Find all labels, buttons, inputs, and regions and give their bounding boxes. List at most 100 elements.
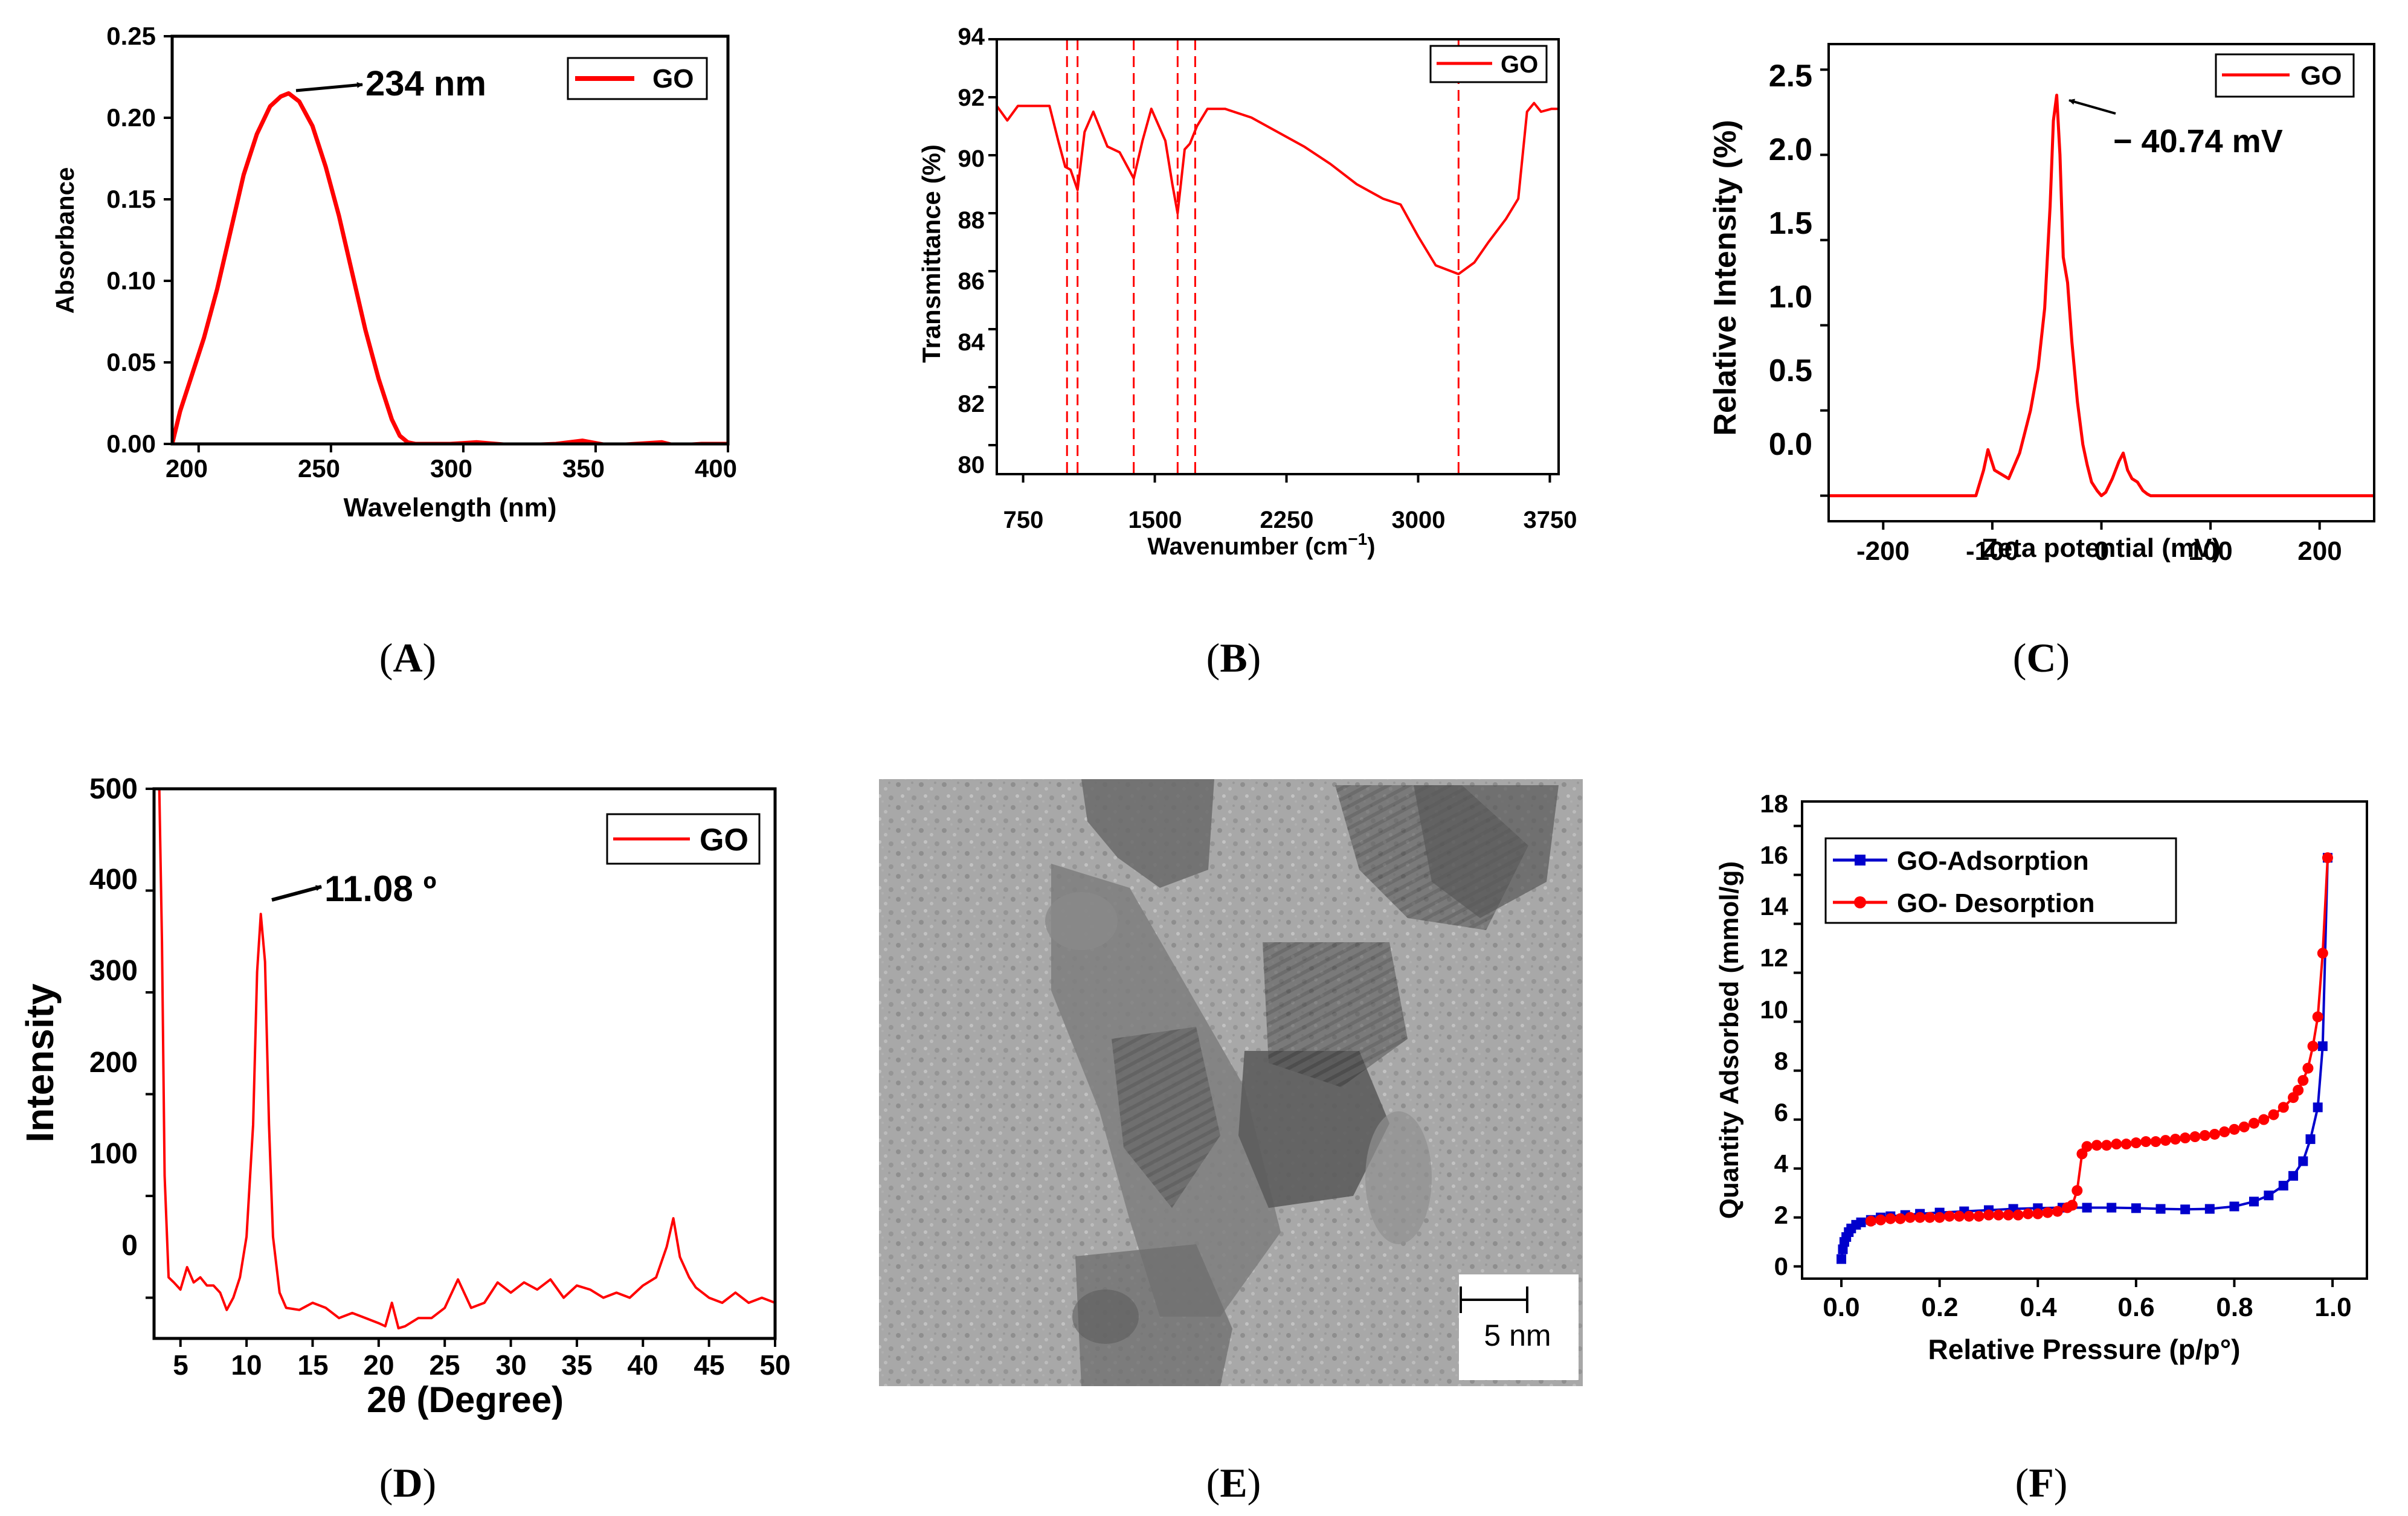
annotation-arrow-c <box>2068 98 2116 115</box>
y-tick-label: 6 <box>1774 1098 1788 1126</box>
data-point <box>2322 852 2333 864</box>
y-ticks-a: 0.00 0.05 0.10 0.15 0.20 0.25 <box>106 22 156 458</box>
caption-paren: ( <box>379 1460 393 1506</box>
caption-letter: A <box>393 635 422 681</box>
data-point <box>2249 1117 2259 1129</box>
y-tick-label: 88 <box>958 207 985 234</box>
data-point <box>1895 1213 1906 1224</box>
x-ticks-a: 200 250 300 350 400 <box>166 454 737 483</box>
y-tick-label: 200 <box>89 1047 138 1079</box>
x-tick-label: 45 <box>694 1349 724 1381</box>
caption-paren: ( <box>1206 635 1220 681</box>
tem-particle <box>1045 892 1118 950</box>
legend-label: GO <box>652 64 694 94</box>
data-point <box>2302 1062 2314 1074</box>
y-tick-label: 0 <box>1774 1252 1788 1280</box>
data-point <box>1993 1209 2004 1221</box>
x-tick-label: 400 <box>695 454 737 483</box>
data-point <box>2107 1203 2117 1213</box>
data-point <box>2249 1196 2259 1207</box>
data-point <box>2298 1156 2308 1166</box>
legend-box <box>1824 837 2177 924</box>
caption-c: (C) <box>2013 635 2070 681</box>
data-point <box>1837 1254 1847 1264</box>
x-tick-label: 50 <box>759 1349 790 1381</box>
caption-letter: B <box>1220 635 1247 681</box>
legend-label: GO <box>2300 61 2342 91</box>
y-tick-label: 14 <box>1760 892 1788 920</box>
data-point <box>2120 1139 2132 1150</box>
plot-area <box>1829 94 2374 498</box>
y-tick-label: 2.0 <box>1769 132 1812 167</box>
y-tick-label: 86 <box>958 268 985 295</box>
y-ticks-f: 0 2 4 6 8 10 12 14 16 18 <box>1760 789 1788 1280</box>
legend-a: GO <box>567 57 708 100</box>
x-ticks-d: 5 10 15 20 25 30 35 40 45 50 <box>173 1349 790 1381</box>
annotation-arrow-a <box>295 82 363 92</box>
data-point <box>2150 1136 2162 1148</box>
plot-area <box>172 91 728 444</box>
tem-particle <box>1081 779 1214 888</box>
x-axis-label-text: Wavenumber (cm <box>1147 533 1348 560</box>
tem-particle <box>1365 1111 1432 1244</box>
data-point <box>2082 1203 2092 1213</box>
data-point <box>1934 1212 1945 1223</box>
y-tick-label: 92 <box>958 85 985 111</box>
data-point <box>1838 1244 1848 1254</box>
y-tick-label: 18 <box>1760 789 1788 818</box>
caption-paren: ) <box>2054 1460 2068 1506</box>
legend-d: GO <box>606 813 761 865</box>
caption-letter: D <box>393 1460 422 1506</box>
x-tick-label: 200 <box>166 454 208 483</box>
data-point <box>1983 1209 1994 1221</box>
y-tick-label: 0.20 <box>106 103 156 132</box>
data-point <box>1924 1212 1936 1223</box>
y-tick-label: 500 <box>89 773 138 805</box>
tem-particle <box>1112 1027 1220 1208</box>
y-tick-label: 10 <box>1760 995 1788 1024</box>
axes-frame-a <box>170 34 730 446</box>
x-tick-label: 10 <box>231 1349 262 1381</box>
data-point <box>2258 1114 2270 1125</box>
y-tick-label: 12 <box>1760 943 1788 972</box>
y-tick-label: 82 <box>958 391 985 417</box>
y-tick-label: 1.0 <box>1769 280 1812 315</box>
legend-label: GO <box>700 823 748 858</box>
y-axis-label-a: Absorbance <box>51 167 79 314</box>
x-ticks-b: 750 1500 2250 3000 3750 <box>1003 507 1577 533</box>
data-point <box>2160 1135 2171 1146</box>
y-tick-label: 0.05 <box>106 348 156 376</box>
data-point <box>2189 1131 2201 1143</box>
x-tick-label: -100 <box>1966 536 2019 566</box>
data-point <box>2169 1134 2181 1145</box>
x-tick-label: 0.8 <box>2216 1293 2253 1322</box>
x-tick-label: 2250 <box>1260 507 1314 533</box>
panel-f: 0 2 4 6 8 10 12 14 16 18 0.0 0.2 0.4 0.6… <box>1714 789 2368 1365</box>
y-tick-label: 0.25 <box>106 22 156 50</box>
data-point <box>2130 1137 2142 1149</box>
caption-e: (E) <box>1206 1460 1261 1506</box>
annotation-c: − 40.74 mV <box>2113 123 2283 159</box>
data-point <box>1856 1217 1866 1227</box>
data-point <box>2317 1041 2328 1052</box>
tem-particle <box>1414 785 1559 918</box>
x-tick-label: 5 <box>173 1349 188 1381</box>
data-point <box>2229 1123 2240 1135</box>
x-tick-label: 35 <box>561 1349 592 1381</box>
plot-f <box>1794 824 2334 1287</box>
x-tick-label: 0.4 <box>2020 1293 2057 1322</box>
caption-letter: E <box>1220 1460 1247 1506</box>
data-point <box>1875 1214 1887 1225</box>
x-axis-label-sup: −1 <box>1348 530 1367 548</box>
x-ticks-c: -200 -100 0 100 200 <box>1856 536 2342 566</box>
data-point <box>1954 1210 1965 1222</box>
x-axis-label-d: 2θ (Degree) <box>367 1379 564 1420</box>
y-axis-label-f: Quantity Adsorbed (mmol/g) <box>1714 861 1744 1219</box>
x-tick-label: 200 <box>2297 536 2342 566</box>
data-point <box>2209 1128 2220 1140</box>
data-point <box>2131 1203 2141 1213</box>
y-ticks-c: 0.0 0.5 1.0 1.5 2.0 2.5 <box>1769 59 1812 462</box>
data-point <box>2229 1201 2239 1212</box>
y-ticks-d: 0 100 200 300 400 500 <box>89 773 138 1262</box>
